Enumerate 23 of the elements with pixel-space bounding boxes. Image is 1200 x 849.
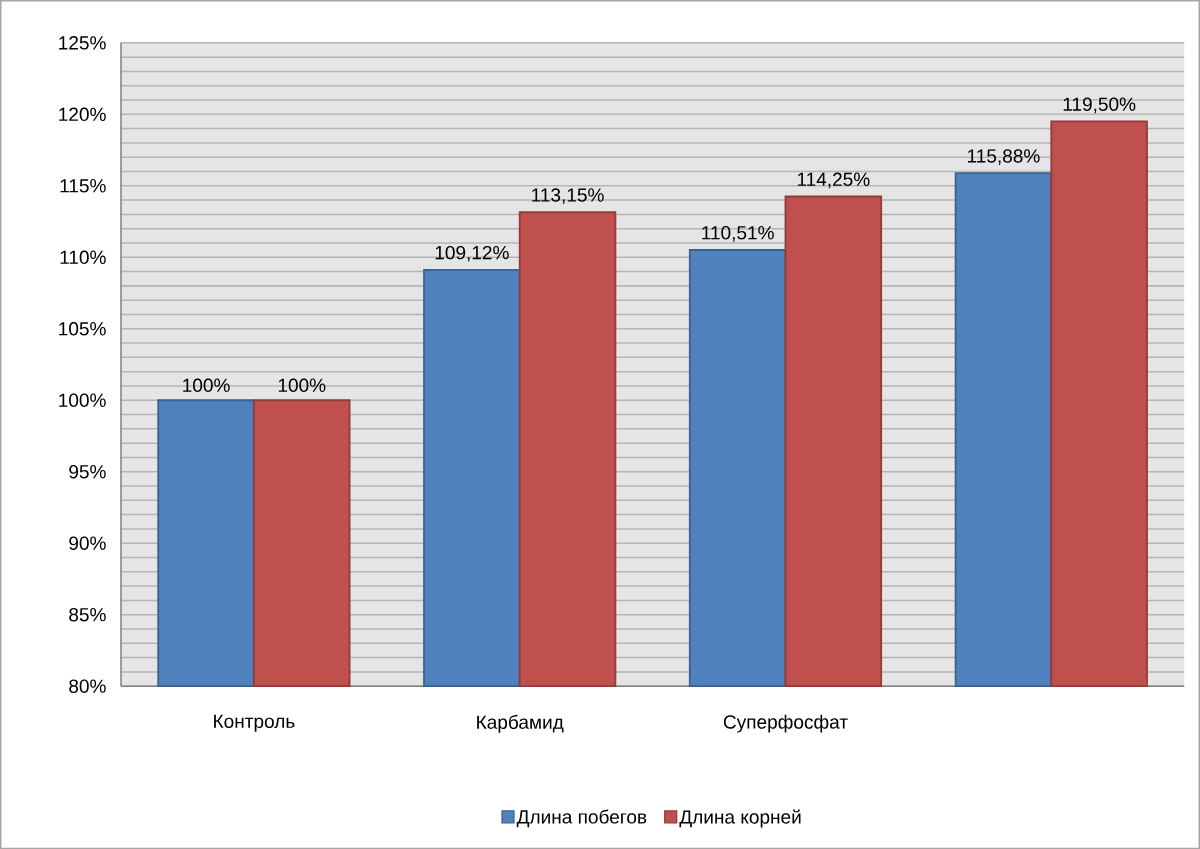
data-label: 113,15%	[532, 188, 604, 204]
data-label: 110,51%	[702, 225, 774, 242]
legend-label: Длина побегов	[516, 809, 647, 828]
y-tick-label: 80%	[69, 679, 106, 693]
y-tick-label: 110%	[60, 250, 106, 264]
y-tick-label: 85%	[69, 607, 106, 622]
y-tick-label: 105%	[59, 321, 106, 336]
data-label: 114,25%	[797, 172, 870, 189]
x-tick-label: Контроль	[214, 714, 295, 732]
y-tick-label: 120%	[59, 107, 106, 121]
y-tick-label: 100%	[59, 393, 106, 407]
x-tick-label: Карбамид	[477, 714, 564, 733]
y-tick-label: 125%	[59, 35, 106, 50]
data-label: 119,50%	[1063, 97, 1136, 114]
y-tick-label: 115%	[60, 178, 106, 193]
y-tick-label: 90%	[69, 536, 106, 550]
data-label: 115,88%	[968, 149, 1040, 165]
x-tick-label: Суперфосфат	[723, 714, 848, 733]
y-tick-label: 95%	[69, 464, 106, 479]
data-label: 109,12%	[435, 245, 509, 262]
data-label: 100%	[278, 378, 326, 392]
data-label: 100%	[183, 378, 230, 392]
legend-label: Длина корней	[679, 809, 801, 828]
